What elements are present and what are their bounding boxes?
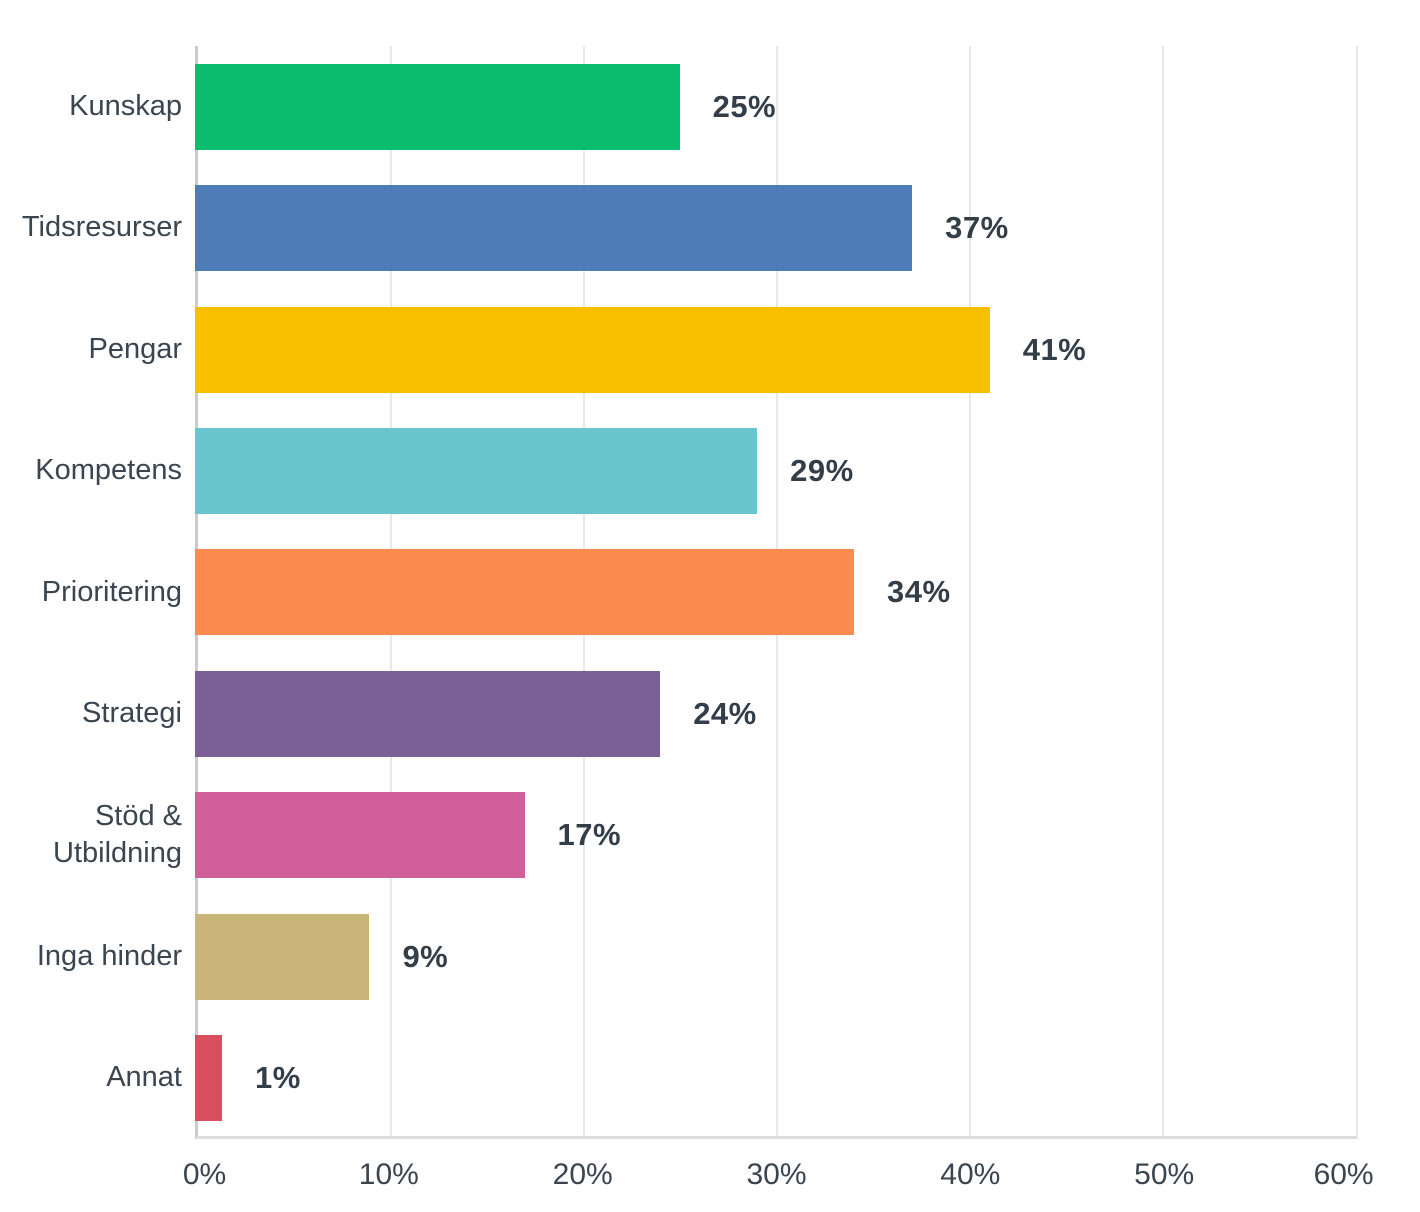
bar-track: 37%: [195, 167, 1358, 288]
x-axis: 0% 10% 20% 30% 40% 50% 60%: [183, 1158, 1374, 1204]
x-tick-label: 30%: [746, 1158, 807, 1191]
bar-row: Annat 1%: [0, 1018, 1358, 1139]
category-label: Inga hinder: [36, 939, 182, 972]
bar-row: Strategi 24%: [0, 653, 1358, 774]
bar: [195, 913, 370, 1000]
bar-row: Tidsresurser 37%: [0, 167, 1358, 288]
category-label: Annat: [106, 1061, 182, 1094]
bar-track: 41%: [195, 289, 1358, 410]
bar-row: Kunskap 25%: [0, 46, 1358, 167]
value-label: 34%: [887, 574, 951, 610]
bar-track: 25%: [195, 46, 1358, 167]
value-label: 24%: [693, 695, 757, 731]
bar-row: Pengar 41%: [0, 289, 1358, 410]
value-label: 29%: [790, 453, 854, 489]
category-label: Stöd & Utbildning: [53, 799, 182, 870]
gridline: [969, 46, 971, 1136]
category-label: Kompetens: [35, 454, 182, 487]
bar-track: 9%: [195, 896, 1358, 1017]
bar-row: Prioritering 34%: [0, 532, 1358, 653]
bar-row: Stöd & Utbildning 17%: [0, 775, 1358, 896]
value-label: 37%: [945, 210, 1009, 246]
bar-row: Kompetens 29%: [0, 410, 1358, 531]
value-label: 25%: [712, 88, 777, 124]
bar-row: Inga hinder 9%: [0, 896, 1358, 1017]
category-label: Pengar: [88, 332, 182, 365]
category-label: Tidsresurser: [21, 211, 182, 244]
bar: [195, 1035, 222, 1122]
bar-track: 1%: [195, 1018, 1358, 1139]
x-tick-label: 20%: [552, 1158, 613, 1191]
value-label: 17%: [557, 817, 622, 853]
bar-track: 29%: [195, 410, 1358, 531]
x-tick-label: 10%: [358, 1158, 419, 1191]
bar: [195, 63, 680, 150]
bar-track: 17%: [195, 775, 1358, 896]
bar: [195, 428, 758, 515]
bar-rows: Kunskap 25% Tidsresurser 37% Pengar 41% …: [0, 46, 1358, 1139]
value-label: 9%: [402, 938, 449, 974]
bar: [195, 792, 525, 879]
bar: [195, 670, 661, 757]
x-tick-label: 0%: [182, 1158, 227, 1191]
bar-track: 34%: [195, 532, 1358, 653]
bar: [195, 306, 990, 393]
x-tick-label: 40%: [940, 1158, 1001, 1191]
value-label: 1%: [255, 1060, 301, 1096]
category-label: Prioritering: [41, 575, 182, 608]
bar: [195, 185, 913, 272]
x-tick-label: 60%: [1313, 1158, 1374, 1191]
x-tick-label: 50%: [1134, 1158, 1195, 1191]
category-label: Kunskap: [69, 89, 182, 122]
bar: [195, 549, 855, 636]
bar-track: 24%: [195, 653, 1358, 774]
value-label: 41%: [1022, 331, 1087, 367]
gridline: [1162, 46, 1164, 1136]
category-label: Strategi: [82, 697, 182, 730]
